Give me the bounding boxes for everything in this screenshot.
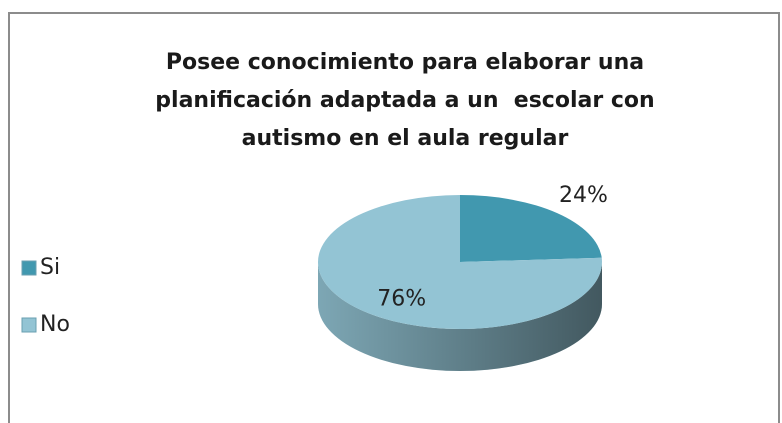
slice (318, 195, 603, 329)
legend-swatch (21, 260, 37, 276)
data-label: 24% (559, 183, 608, 208)
legend-label: No (40, 312, 70, 337)
slice-side-shade (318, 262, 602, 371)
legend-swatch (21, 317, 37, 333)
chart-title: Posee conocimiento para elaborar una pla… (155, 50, 663, 151)
legend-label: Si (40, 255, 60, 280)
chart-border (8, 12, 780, 423)
slice (460, 195, 602, 262)
data-label: 76% (377, 286, 426, 311)
